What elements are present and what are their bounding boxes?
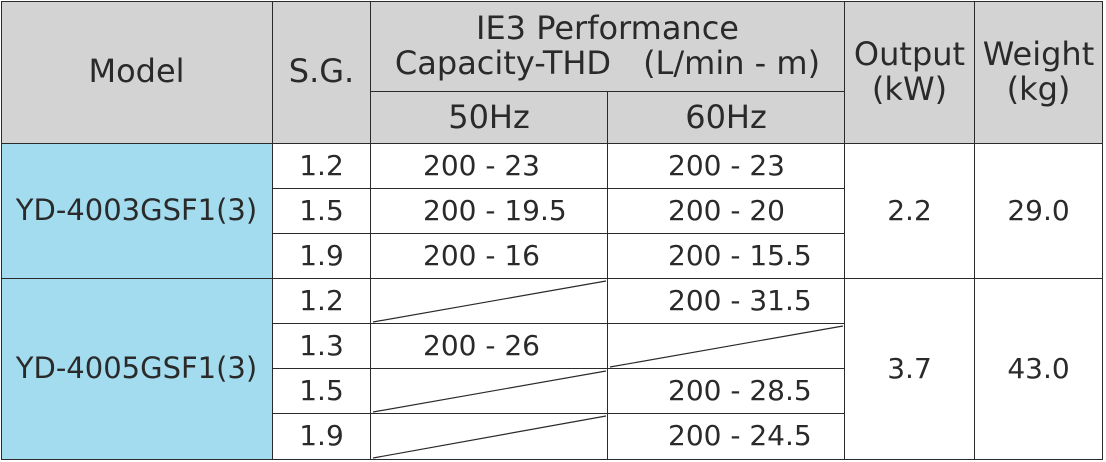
header-weight-line1: Weight [982,34,1095,73]
output-value: 2.2 [887,193,932,227]
header-weight-line2: (kg) [1006,70,1071,108]
sg-cell: 1.2 [273,144,371,189]
sg-value: 1.2 [299,283,344,317]
capacity-60hz-value: 200 - 20 [668,193,785,227]
header-model: Model [1,1,273,144]
capacity-60hz-cell: 200 - 20 [608,189,845,234]
sg-cell: 1.9 [273,234,371,279]
capacity-50hz-cell: 200 - 26 [371,324,608,369]
sg-cell: 1.3 [273,324,371,369]
header-sg-label: S.G. [288,52,355,91]
weight-value: 43.0 [1007,351,1070,385]
capacity-60hz-blank-cell [608,324,845,369]
capacity-60hz-cell: 200 - 24.5 [608,414,845,460]
sg-value: 1.5 [299,193,344,227]
sg-value: 1.9 [299,419,344,453]
sg-value: 1.5 [299,373,344,407]
capacity-50hz-value: 200 - 23 [423,148,540,182]
capacity-60hz-value: 200 - 28.5 [668,373,812,407]
model-cell: YD-4003GSF1(3) [1,144,273,279]
capacity-60hz-cell: 200 - 23 [608,144,845,189]
header-60hz: 60Hz [608,92,845,144]
model-cell: YD-4005GSF1(3) [1,279,273,460]
header-output-line2: (kW) [871,70,948,108]
header-50hz: 50Hz [371,92,608,144]
capacity-60hz-value: 200 - 24.5 [668,419,812,453]
sg-value: 1.2 [299,148,344,182]
capacity-50hz-value: 200 - 26 [423,328,540,362]
header-output-line1: Output [853,34,966,73]
model-name: YD-4003GSF1(3) [15,193,258,228]
capacity-60hz-cell: 200 - 28.5 [608,369,845,414]
header-output: Output (kW) [845,1,975,144]
sg-cell: 1.5 [273,369,371,414]
output-cell: 3.7 [845,279,975,460]
header-60hz-label: 60Hz [685,97,767,136]
capacity-60hz-value: 200 - 23 [668,148,785,182]
sg-cell: 1.9 [273,414,371,460]
capacity-50hz-cell: 200 - 16 [371,234,608,279]
output-cell: 2.2 [845,144,975,279]
sg-value: 1.3 [299,328,344,362]
header-performance-line1: IE3 Performance [476,8,739,47]
header-performance: IE3 Performance Capacity-THD (L/min - m) [371,1,845,92]
capacity-50hz-value: 200 - 19.5 [423,193,567,227]
header-performance-line2: Capacity-THD (L/min - m) [394,44,821,82]
capacity-60hz-value: 200 - 15.5 [668,238,812,272]
sg-cell: 1.5 [273,189,371,234]
header-50hz-label: 50Hz [448,97,530,136]
header-sg: S.G. [273,1,371,144]
capacity-60hz-value: 200 - 31.5 [668,283,812,317]
model-name: YD-4005GSF1(3) [15,351,258,386]
weight-value: 29.0 [1007,193,1070,227]
capacity-50hz-cell: 200 - 23 [371,144,608,189]
weight-cell: 43.0 [975,279,1103,460]
capacity-50hz-blank-cell [371,369,608,414]
capacity-60hz-cell: 200 - 15.5 [608,234,845,279]
sg-cell: 1.2 [273,279,371,324]
sg-value: 1.9 [299,238,344,272]
capacity-50hz-blank-cell [371,414,608,460]
header-weight: Weight (kg) [975,1,1103,144]
capacity-50hz-cell: 200 - 19.5 [371,189,608,234]
header-model-label: Model [88,52,185,91]
capacity-50hz-value: 200 - 16 [423,238,540,272]
output-value: 3.7 [887,351,932,385]
capacity-50hz-blank-cell [371,279,608,324]
capacity-60hz-cell: 200 - 31.5 [608,279,845,324]
weight-cell: 29.0 [975,144,1103,279]
